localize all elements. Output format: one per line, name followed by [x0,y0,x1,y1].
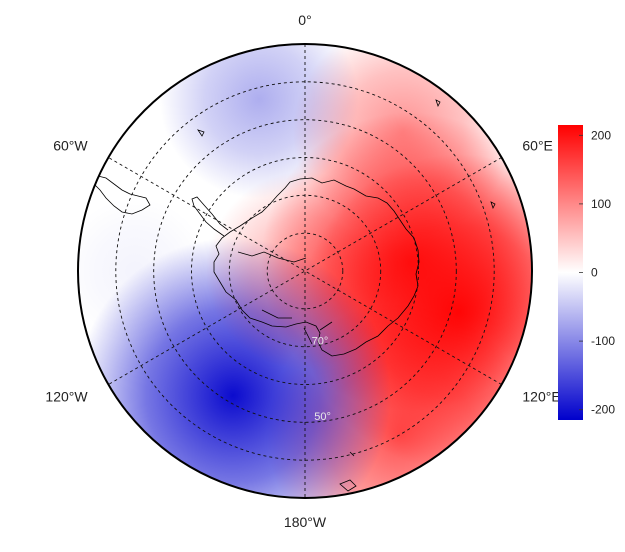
meridian-line [108,157,502,385]
latitude-label: 50° [314,411,331,423]
longitude-label: 120°E [522,389,560,405]
latitude-circle [266,232,344,310]
colorbar-tick-label: -200 [591,403,615,417]
antarctic-peninsula-coastline [191,196,229,237]
sub-antarctic-islands [197,99,496,492]
antarctica-coastline [213,177,420,357]
longitude-labels: 0° 60°E 120°E 180°W 120°W 60°W [45,12,560,530]
colorbar-tick-label: 100 [591,197,611,211]
anomaly-blob [205,171,405,371]
latitude-labels: 70° 50° [312,336,331,424]
graticule [108,44,502,498]
map-boundary [77,43,533,499]
anomaly-field [78,44,532,498]
ice-shelf-line [237,251,333,345]
longitude-label: 120°W [45,389,88,405]
colorbar: 200 100 0 -100 -200 [558,125,615,420]
latitude-circle [115,81,495,461]
longitude-label: 0° [298,12,311,28]
longitude-label: 60°E [522,138,553,154]
meridian-line [108,157,502,385]
latitude-circle [191,157,419,385]
south-america-coastline [91,175,151,215]
colorbar-tick-label: -100 [591,334,615,348]
latitude-circle [153,119,457,423]
colorbar-gradient [558,125,583,420]
colorbar-ticks: 200 100 0 -100 -200 [579,128,615,417]
colorbar-tick-label: 0 [591,266,598,280]
anomaly-blob [78,196,209,346]
anomaly-blob [159,44,359,199]
longitude-label: 60°W [53,138,88,154]
coastlines [91,99,496,492]
colorbar-tick-label: 200 [591,128,611,142]
longitude-label: 180°W [284,514,327,530]
latitude-label: 70° [312,336,329,348]
